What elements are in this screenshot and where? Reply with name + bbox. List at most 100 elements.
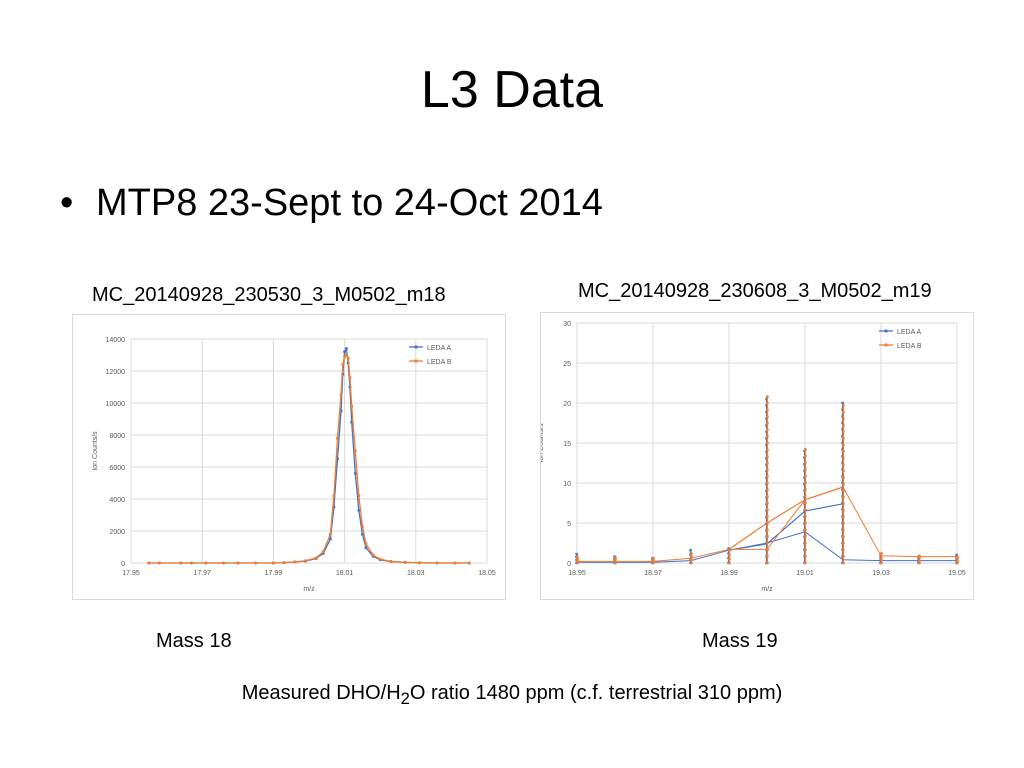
data-point: [766, 475, 769, 478]
data-point: [842, 541, 845, 545]
x-axis-label: m/z: [761, 586, 773, 593]
data-point: [157, 561, 161, 565]
data-point: [344, 353, 348, 357]
x-tick-label: 18.05: [478, 570, 496, 577]
data-point: [357, 494, 361, 498]
data-point: [766, 455, 769, 458]
data-point: [842, 430, 845, 434]
legend-label: LEDA B: [427, 359, 452, 366]
data-point: [576, 557, 579, 561]
data-point: [804, 488, 807, 491]
data-point: [435, 561, 439, 565]
data-point: [804, 474, 807, 478]
data-point: [842, 423, 845, 427]
data-point: [293, 560, 297, 564]
data-point: [689, 548, 692, 552]
data-point: [344, 347, 348, 351]
data-point: [804, 534, 807, 538]
data-point: [467, 561, 471, 565]
trend-line-leda-b: [728, 486, 844, 550]
data-point: [842, 476, 845, 480]
data-point: [804, 454, 807, 458]
data-point: [804, 468, 807, 471]
data-point: [303, 559, 307, 563]
data-point: [728, 548, 731, 552]
data-point: [918, 556, 921, 560]
data-point: [880, 558, 883, 562]
x-tick-label: 18.01: [336, 570, 354, 577]
bullet-icon: •: [60, 182, 74, 224]
data-point: [880, 555, 883, 558]
data-point: [804, 501, 807, 505]
mass-18-chart: 0 2000 4000 6000 8000 10000 12000 14000 17.95 17.…: [92, 337, 496, 593]
x-tick-label: 19.01: [796, 570, 814, 577]
legend-label: LEDA A: [427, 345, 451, 352]
data-point: [766, 495, 769, 498]
data-point: [690, 555, 693, 558]
data-point: [357, 508, 361, 512]
data-point: [918, 559, 921, 562]
data-point: [766, 441, 769, 445]
data-point: [804, 481, 807, 485]
data-point: [728, 561, 731, 565]
data-point: [804, 494, 807, 498]
y-tick-label: 25: [563, 361, 571, 368]
data-point: [841, 401, 844, 405]
footnote-subscript: 2: [400, 689, 410, 708]
chart-1-caption: MC_20140928_230530_3_M0502_m18: [92, 284, 446, 306]
data-point: [353, 449, 357, 453]
data-point: [842, 535, 845, 539]
y-tick-label: 0: [567, 561, 571, 568]
data-point: [766, 408, 769, 412]
y-tick-label: 20: [563, 401, 571, 408]
data-point: [364, 542, 368, 546]
y-tick-label: 4000: [109, 497, 125, 504]
data-point: [766, 534, 769, 538]
data-point: [271, 561, 275, 565]
data-point: [842, 410, 845, 414]
data-point: [842, 509, 845, 512]
data-point: [350, 404, 354, 408]
data-point: [842, 482, 845, 486]
y-tick-label: 14000: [106, 337, 126, 344]
data-point: [880, 561, 883, 565]
data-point: [766, 448, 769, 452]
data-point: [576, 559, 579, 563]
data-point: [417, 561, 421, 565]
data-point: [842, 548, 845, 552]
series-line-leda-b: [148, 353, 470, 564]
x-tick-label: 17.95: [122, 570, 140, 577]
data-point: [343, 350, 347, 354]
data-point: [766, 461, 769, 465]
chart-2-frame: 0 5 10 15 20 25 30 18.95 18.97 18.99 19.01 19.03 19.…: [538, 312, 974, 600]
data-point: [804, 508, 807, 511]
data-point: [328, 532, 332, 536]
data-point: [804, 461, 807, 465]
data-point: [766, 421, 769, 425]
data-point: [766, 468, 769, 472]
data-point: [842, 469, 845, 473]
legend-marker: [414, 359, 418, 363]
data-point: [804, 521, 807, 525]
mass-19-chart: 0 5 10 15 20 25 30 18.95 18.97 18.99 19.01 19.03 19.…: [538, 321, 966, 593]
data-point: [766, 401, 769, 405]
data-point: [918, 554, 921, 558]
data-point: [328, 537, 332, 541]
data-point: [348, 375, 352, 379]
bullet-item: • MTP8 23-Sept to 24-Oct 2014: [60, 182, 603, 225]
data-point: [389, 559, 393, 563]
data-point: [766, 415, 769, 418]
data-point: [766, 501, 769, 505]
data-point: [804, 561, 807, 565]
data-point: [766, 515, 769, 518]
data-point: [842, 522, 845, 525]
data-point: [254, 561, 258, 565]
data-point: [842, 502, 845, 506]
footnote-prefix: Measured DHO/H: [241, 682, 401, 704]
data-point: [204, 561, 208, 565]
data-point: [766, 521, 769, 525]
bullet-text: MTP8 23-Sept to 24-Oct 2014: [96, 182, 603, 224]
data-point: [956, 559, 959, 563]
data-point: [339, 393, 343, 397]
data-point: [842, 417, 845, 420]
